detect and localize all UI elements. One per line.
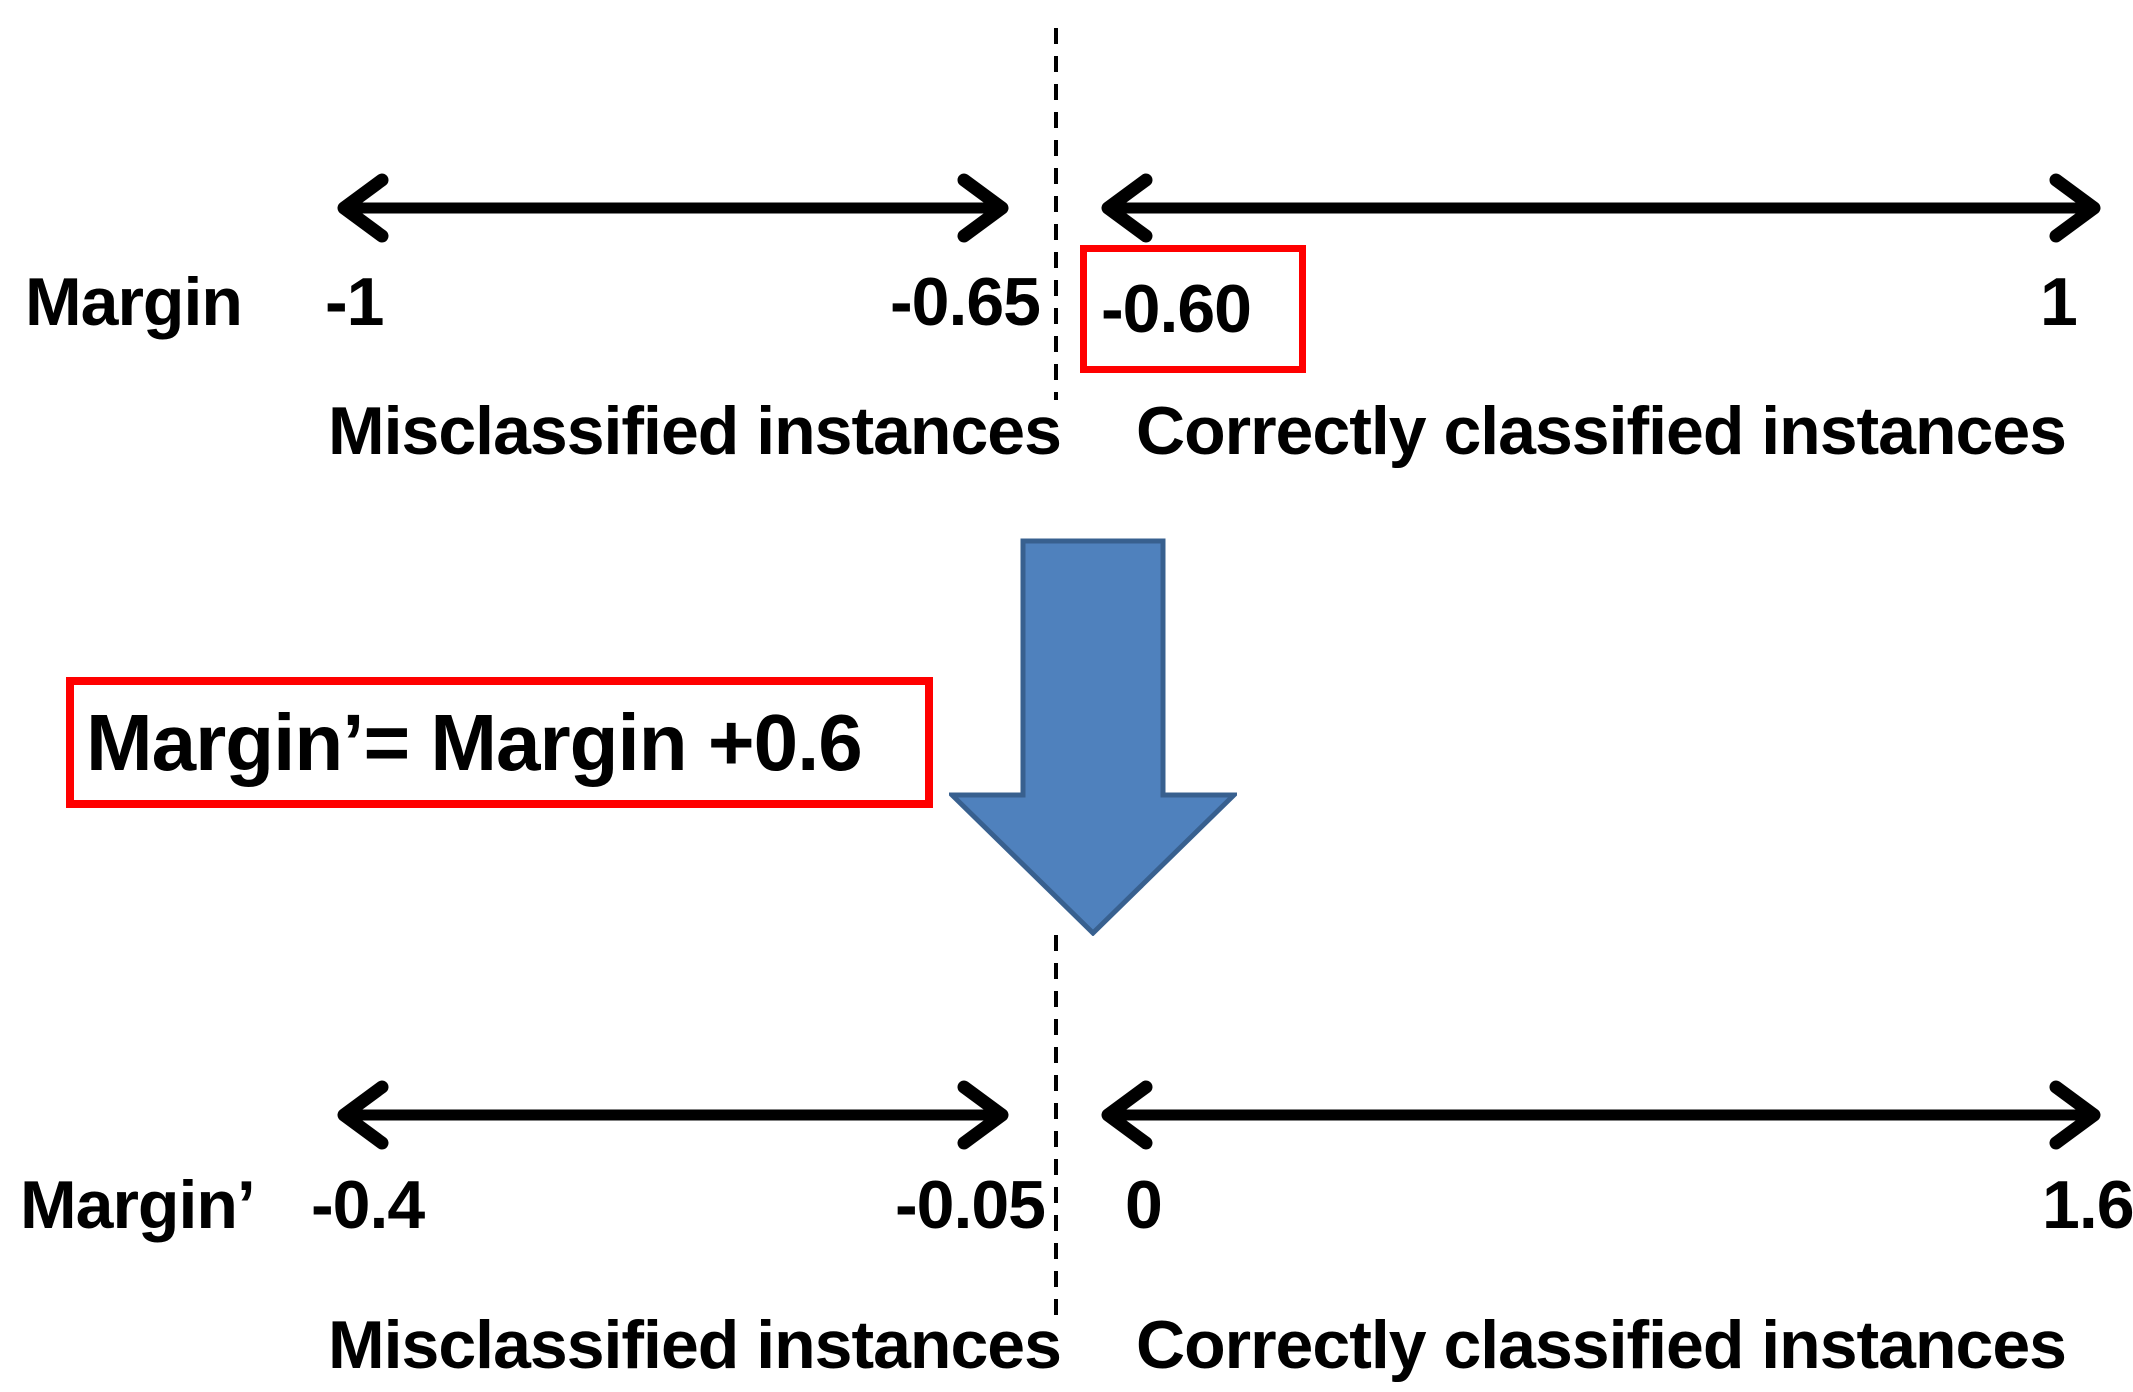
bottom-right-double-arrow-icon [1101,1080,2101,1150]
top-misclassified-caption: Misclassified instances [328,393,1062,469]
bottom-tick-minus04: -0.4 [311,1167,425,1243]
arrowhead-left-icon [1101,173,1153,243]
bottom-divider-dashed-line [1054,935,1058,1315]
bottom-misclassified-caption: Misclassified instances [328,1307,1062,1383]
bottom-correct-caption: Correctly classified instances [1135,1307,2067,1383]
arrowhead-right-icon [2049,173,2101,243]
top-tick-1: 1 [2040,264,2078,340]
formula-box: Margin’= Margin +0.6 [66,677,933,808]
top-left-double-arrow-icon [337,173,1009,243]
arrowhead-right-icon [957,173,1009,243]
arrowhead-left-icon [337,173,389,243]
top-divider-dashed-line [1054,28,1058,400]
arrowhead-right-icon [2049,1080,2101,1150]
bottom-axis-label: Margin’ [20,1167,256,1243]
bottom-tick-0: 0 [1125,1167,1163,1243]
bottom-tick-minus005: -0.05 [895,1167,1046,1243]
bottom-tick-16: 1.6 [2042,1167,2133,1243]
bottom-left-double-arrow-icon [337,1080,1009,1150]
arrowhead-right-icon [957,1080,1009,1150]
arrowhead-left-icon [337,1080,389,1150]
arrowhead-left-icon [1101,1080,1153,1150]
top-tick-minus1: -1 [325,264,384,340]
top-tick-minus065: -0.65 [890,264,1041,340]
top-right-double-arrow-icon [1101,173,2101,243]
top-axis-label: Margin [25,264,243,340]
down-arrow-icon [949,538,1237,936]
formula-text: Margin’= Margin +0.6 [86,697,863,787]
top-highlight-box: -0.60 [1080,245,1306,373]
top-correct-caption: Correctly classified instances [1135,393,2067,469]
top-tick-minus060: -0.60 [1101,271,1252,347]
